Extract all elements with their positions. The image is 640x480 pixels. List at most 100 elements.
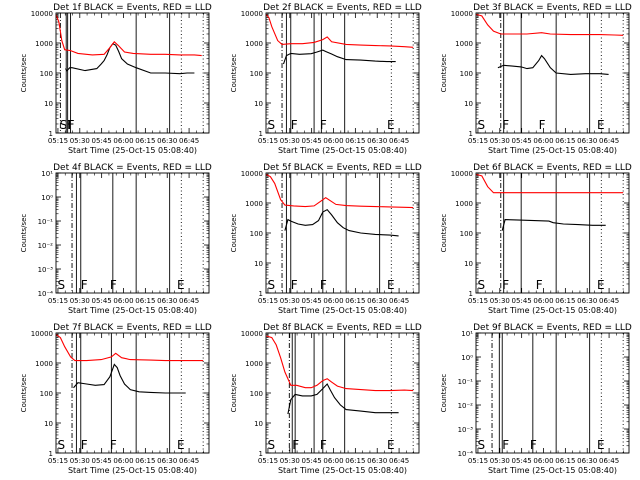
marker-letter: F xyxy=(502,278,509,292)
panel-title: Det 5f BLACK = Events, RED = LLD xyxy=(263,163,422,173)
y-tick-label: 1 xyxy=(49,450,53,458)
y-axis-label: Counts/sec xyxy=(20,54,28,93)
plot-frame xyxy=(475,332,630,454)
marker-letter: F xyxy=(291,118,298,132)
events-series-line xyxy=(501,219,606,231)
x-tick-label: 05:15 xyxy=(48,457,68,465)
panel-title: Det 2f BLACK = Events, RED = LLD xyxy=(263,3,422,13)
y-tick-label: 10⁻² xyxy=(38,242,54,250)
lld-series-line xyxy=(475,173,624,194)
panel-det-6: Det 6f BLACK = Events, RED = LLD Counts/s… xyxy=(440,163,632,315)
x-tick-label: 06:15 xyxy=(555,137,575,145)
marker-letter: F xyxy=(539,118,546,132)
x-axis-label: Start Time (25-Oct-15 05:08:40) xyxy=(488,466,617,475)
lld-series-line xyxy=(265,14,414,48)
panel-det-8: Det 8f BLACK = Events, RED = LLD Counts/s… xyxy=(230,323,422,475)
plot-frame xyxy=(265,172,420,294)
y-axis-label: Counts/sec xyxy=(440,374,448,413)
y-tick-label: 1000 xyxy=(245,40,263,48)
y-tick-label: 10⁻¹ xyxy=(458,378,474,386)
events-series-line xyxy=(497,54,609,75)
marker-letter: E xyxy=(177,278,185,292)
x-tick-label: 06:15 xyxy=(135,297,155,305)
marker-letter: F xyxy=(320,118,327,132)
x-tick-label: 06:30 xyxy=(367,137,387,145)
panel-det-2: Det 2f BLACK = Events, RED = LLD Counts/s… xyxy=(230,3,422,155)
y-tick-label: 1 xyxy=(469,130,473,138)
lld-series-line xyxy=(475,13,624,36)
x-tick-label: 05:15 xyxy=(258,137,278,145)
x-tick-label: 06:45 xyxy=(179,457,199,465)
y-tick-label: 10000 xyxy=(31,330,53,338)
y-tick-label: 100 xyxy=(250,230,263,238)
x-tick-label: 06:15 xyxy=(345,297,365,305)
y-tick-label: 10 xyxy=(44,100,53,108)
y-tick-label: 10000 xyxy=(241,170,263,178)
marker-letter: F xyxy=(66,118,73,132)
x-tick-label: 05:30 xyxy=(490,137,510,145)
y-tick-label: 10⁻⁴ xyxy=(458,450,474,458)
x-tick-label: 06:15 xyxy=(345,137,365,145)
panel-det-7: Det 7f BLACK = Events, RED = LLD Counts/s… xyxy=(20,323,212,475)
x-tick-label: 06:45 xyxy=(389,137,409,145)
y-tick-label: 1 xyxy=(259,290,263,298)
marker-letter: F xyxy=(502,118,509,132)
y-tick-label: 10000 xyxy=(451,170,473,178)
x-tick-label: 06:00 xyxy=(323,137,343,145)
x-tick-label: 06:00 xyxy=(323,457,343,465)
marker-letter: E xyxy=(597,278,605,292)
y-tick-label: 10⁰ xyxy=(41,194,53,202)
x-tick-label: 05:45 xyxy=(92,137,112,145)
y-tick-label: 1 xyxy=(49,130,53,138)
y-tick-label: 10000 xyxy=(31,10,53,18)
y-tick-label: 1000 xyxy=(245,200,263,208)
y-tick-label: 10 xyxy=(254,260,263,268)
y-tick-label: 1 xyxy=(259,450,263,458)
x-tick-label: 06:45 xyxy=(179,137,199,145)
x-tick-label: 06:00 xyxy=(113,137,133,145)
marker-letter: S xyxy=(267,278,275,292)
panel-title: Det 6f BLACK = Events, RED = LLD xyxy=(473,163,632,173)
y-tick-label: 1000 xyxy=(455,200,473,208)
x-tick-label: 05:15 xyxy=(468,297,488,305)
plot-frame xyxy=(265,332,420,454)
marker-letter: E xyxy=(597,438,605,452)
y-tick-label: 100 xyxy=(460,230,473,238)
marker-letter: F xyxy=(291,278,298,292)
x-tick-label: 05:15 xyxy=(468,457,488,465)
panel-title: Det 1f BLACK = Events, RED = LLD xyxy=(53,3,212,13)
x-tick-label: 05:30 xyxy=(490,457,510,465)
x-axis-label: Start Time (25-Oct-15 05:08:40) xyxy=(68,466,197,475)
y-tick-label: 1000 xyxy=(35,40,53,48)
x-tick-label: 06:45 xyxy=(389,457,409,465)
marker-letter: E xyxy=(177,438,185,452)
y-tick-label: 10⁻¹ xyxy=(38,218,54,226)
marker-letter: S xyxy=(477,118,485,132)
x-tick-label: 06:15 xyxy=(555,297,575,305)
marker-letter: S xyxy=(267,118,275,132)
y-tick-label: 10 xyxy=(44,420,53,428)
x-axis-label: Start Time (25-Oct-15 05:08:40) xyxy=(278,306,407,315)
x-tick-label: 05:30 xyxy=(70,137,90,145)
y-tick-label: 1000 xyxy=(455,40,473,48)
x-axis-label: Start Time (25-Oct-15 05:08:40) xyxy=(68,306,197,315)
x-tick-label: 06:45 xyxy=(599,137,619,145)
panel-det-4: Det 4f BLACK = Events, RED = LLD Counts/s… xyxy=(20,163,212,315)
marker-letter: S xyxy=(267,438,275,452)
y-tick-label: 100 xyxy=(460,70,473,78)
plot-frame xyxy=(55,12,210,134)
plot-frame xyxy=(265,12,420,134)
x-tick-label: 06:00 xyxy=(113,457,133,465)
x-tick-label: 05:45 xyxy=(302,297,322,305)
marker-letter: F xyxy=(320,438,327,452)
y-tick-label: 10 xyxy=(464,100,473,108)
x-tick-label: 06:30 xyxy=(157,457,177,465)
x-tick-label: 05:45 xyxy=(92,297,112,305)
y-tick-label: 10⁻² xyxy=(458,402,474,410)
x-tick-label: 05:45 xyxy=(92,457,112,465)
y-tick-label: 10⁰ xyxy=(461,354,473,362)
x-tick-label: 05:45 xyxy=(302,457,322,465)
y-tick-label: 1000 xyxy=(35,360,53,368)
y-tick-label: 1 xyxy=(469,290,473,298)
